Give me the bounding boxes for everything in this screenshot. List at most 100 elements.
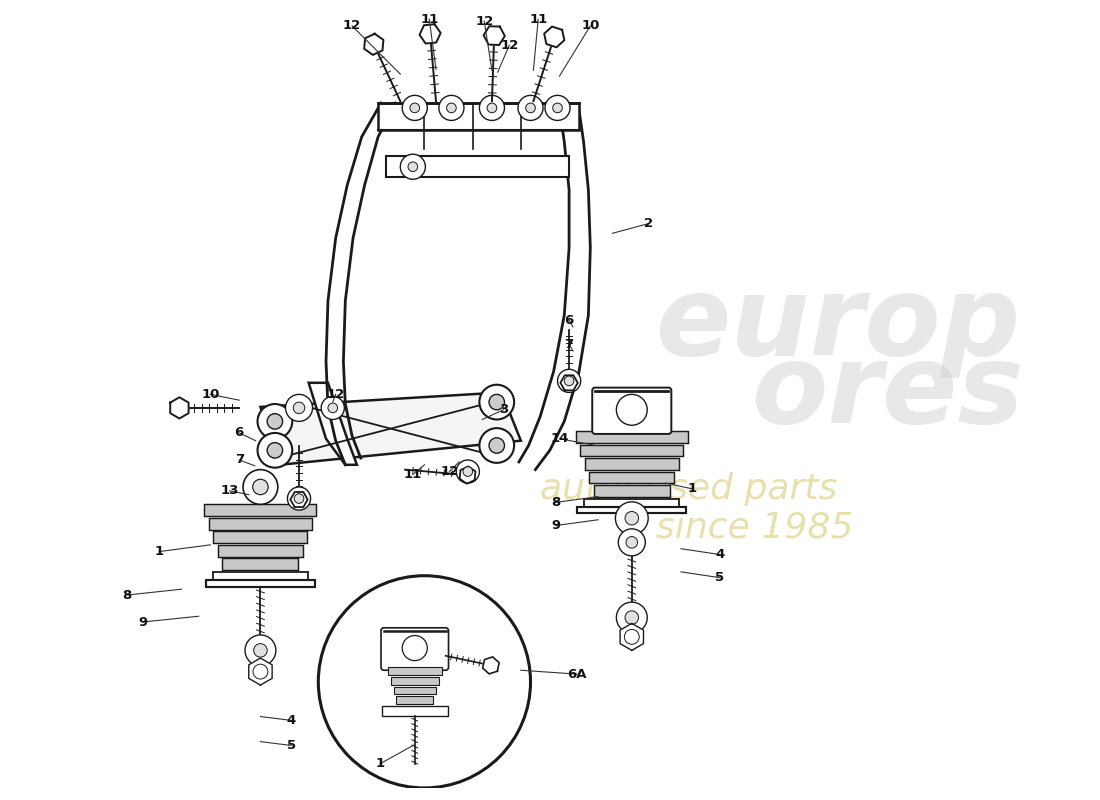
Bar [584, 498, 680, 506]
Circle shape [253, 479, 268, 494]
Polygon shape [261, 393, 521, 465]
Bar [222, 558, 298, 570]
Text: 1: 1 [375, 758, 385, 770]
Text: 12: 12 [440, 465, 459, 478]
Circle shape [558, 370, 581, 393]
Text: 10: 10 [201, 388, 220, 401]
Circle shape [294, 402, 305, 414]
Circle shape [526, 103, 536, 113]
Bar [396, 696, 433, 704]
Text: 6: 6 [564, 314, 574, 326]
Bar [585, 458, 679, 470]
Polygon shape [483, 657, 499, 674]
Circle shape [552, 103, 562, 113]
Text: 11: 11 [404, 468, 422, 481]
Circle shape [480, 95, 505, 121]
Text: 7: 7 [564, 338, 574, 350]
Bar [575, 431, 688, 443]
FancyBboxPatch shape [381, 628, 449, 670]
Circle shape [257, 404, 293, 438]
Text: 4: 4 [287, 714, 296, 727]
Circle shape [615, 502, 648, 534]
Circle shape [463, 466, 473, 476]
Text: 9: 9 [551, 519, 560, 532]
Circle shape [408, 162, 418, 171]
Circle shape [243, 470, 278, 504]
Bar [386, 156, 569, 178]
Text: 13: 13 [220, 484, 239, 498]
Circle shape [321, 396, 344, 419]
Text: 6: 6 [234, 426, 244, 439]
Bar [205, 504, 317, 516]
Circle shape [618, 529, 646, 556]
Circle shape [544, 95, 570, 121]
Bar [378, 103, 579, 130]
Circle shape [245, 635, 276, 666]
Text: 12: 12 [327, 388, 344, 401]
Circle shape [564, 376, 574, 386]
Circle shape [328, 403, 338, 413]
Text: 5: 5 [287, 739, 296, 752]
Polygon shape [544, 26, 564, 47]
Circle shape [410, 103, 419, 113]
Circle shape [287, 487, 310, 510]
Text: 4: 4 [715, 548, 724, 561]
Text: 1: 1 [155, 545, 164, 558]
Bar [213, 572, 308, 580]
Polygon shape [419, 24, 441, 43]
Text: 12: 12 [475, 14, 493, 27]
Circle shape [318, 576, 530, 788]
Text: ores: ores [752, 339, 1025, 446]
Polygon shape [290, 492, 308, 507]
Circle shape [267, 442, 283, 458]
Text: 9: 9 [139, 615, 147, 629]
Polygon shape [620, 623, 644, 650]
Circle shape [267, 414, 283, 429]
Circle shape [518, 95, 543, 121]
Polygon shape [484, 26, 505, 45]
Circle shape [447, 103, 456, 113]
Text: 2: 2 [644, 217, 652, 230]
Polygon shape [249, 658, 272, 685]
Bar [206, 580, 315, 586]
Text: 6A: 6A [568, 668, 586, 681]
Circle shape [626, 537, 638, 548]
Bar [590, 471, 674, 483]
Bar [578, 506, 686, 514]
Text: 5: 5 [715, 571, 724, 584]
Text: 11: 11 [529, 13, 548, 26]
Circle shape [294, 494, 304, 503]
Circle shape [286, 394, 312, 422]
Bar [390, 677, 439, 685]
Circle shape [400, 154, 426, 179]
Text: 10: 10 [581, 19, 600, 33]
Text: authorised parts: authorised parts [540, 472, 837, 506]
Polygon shape [309, 383, 356, 465]
Polygon shape [460, 466, 475, 484]
Text: 7: 7 [234, 454, 244, 466]
Polygon shape [170, 398, 188, 418]
Circle shape [487, 103, 497, 113]
Bar [581, 445, 683, 457]
Polygon shape [560, 375, 578, 390]
Text: 14: 14 [550, 432, 569, 446]
Text: 8: 8 [551, 496, 560, 509]
Bar [394, 686, 436, 694]
Circle shape [439, 95, 464, 121]
Text: 12: 12 [500, 38, 518, 52]
Circle shape [257, 433, 293, 468]
Circle shape [480, 428, 514, 463]
Text: 3: 3 [499, 403, 508, 416]
Bar [594, 485, 670, 497]
Text: 11: 11 [420, 13, 439, 26]
Bar [382, 706, 448, 715]
Bar [209, 518, 312, 530]
Text: 1: 1 [688, 482, 697, 495]
Bar [213, 531, 307, 543]
Bar [388, 667, 442, 675]
Circle shape [490, 438, 505, 454]
Circle shape [616, 602, 647, 633]
Circle shape [490, 394, 505, 410]
Circle shape [625, 511, 638, 525]
Text: since 1985: since 1985 [656, 510, 854, 545]
